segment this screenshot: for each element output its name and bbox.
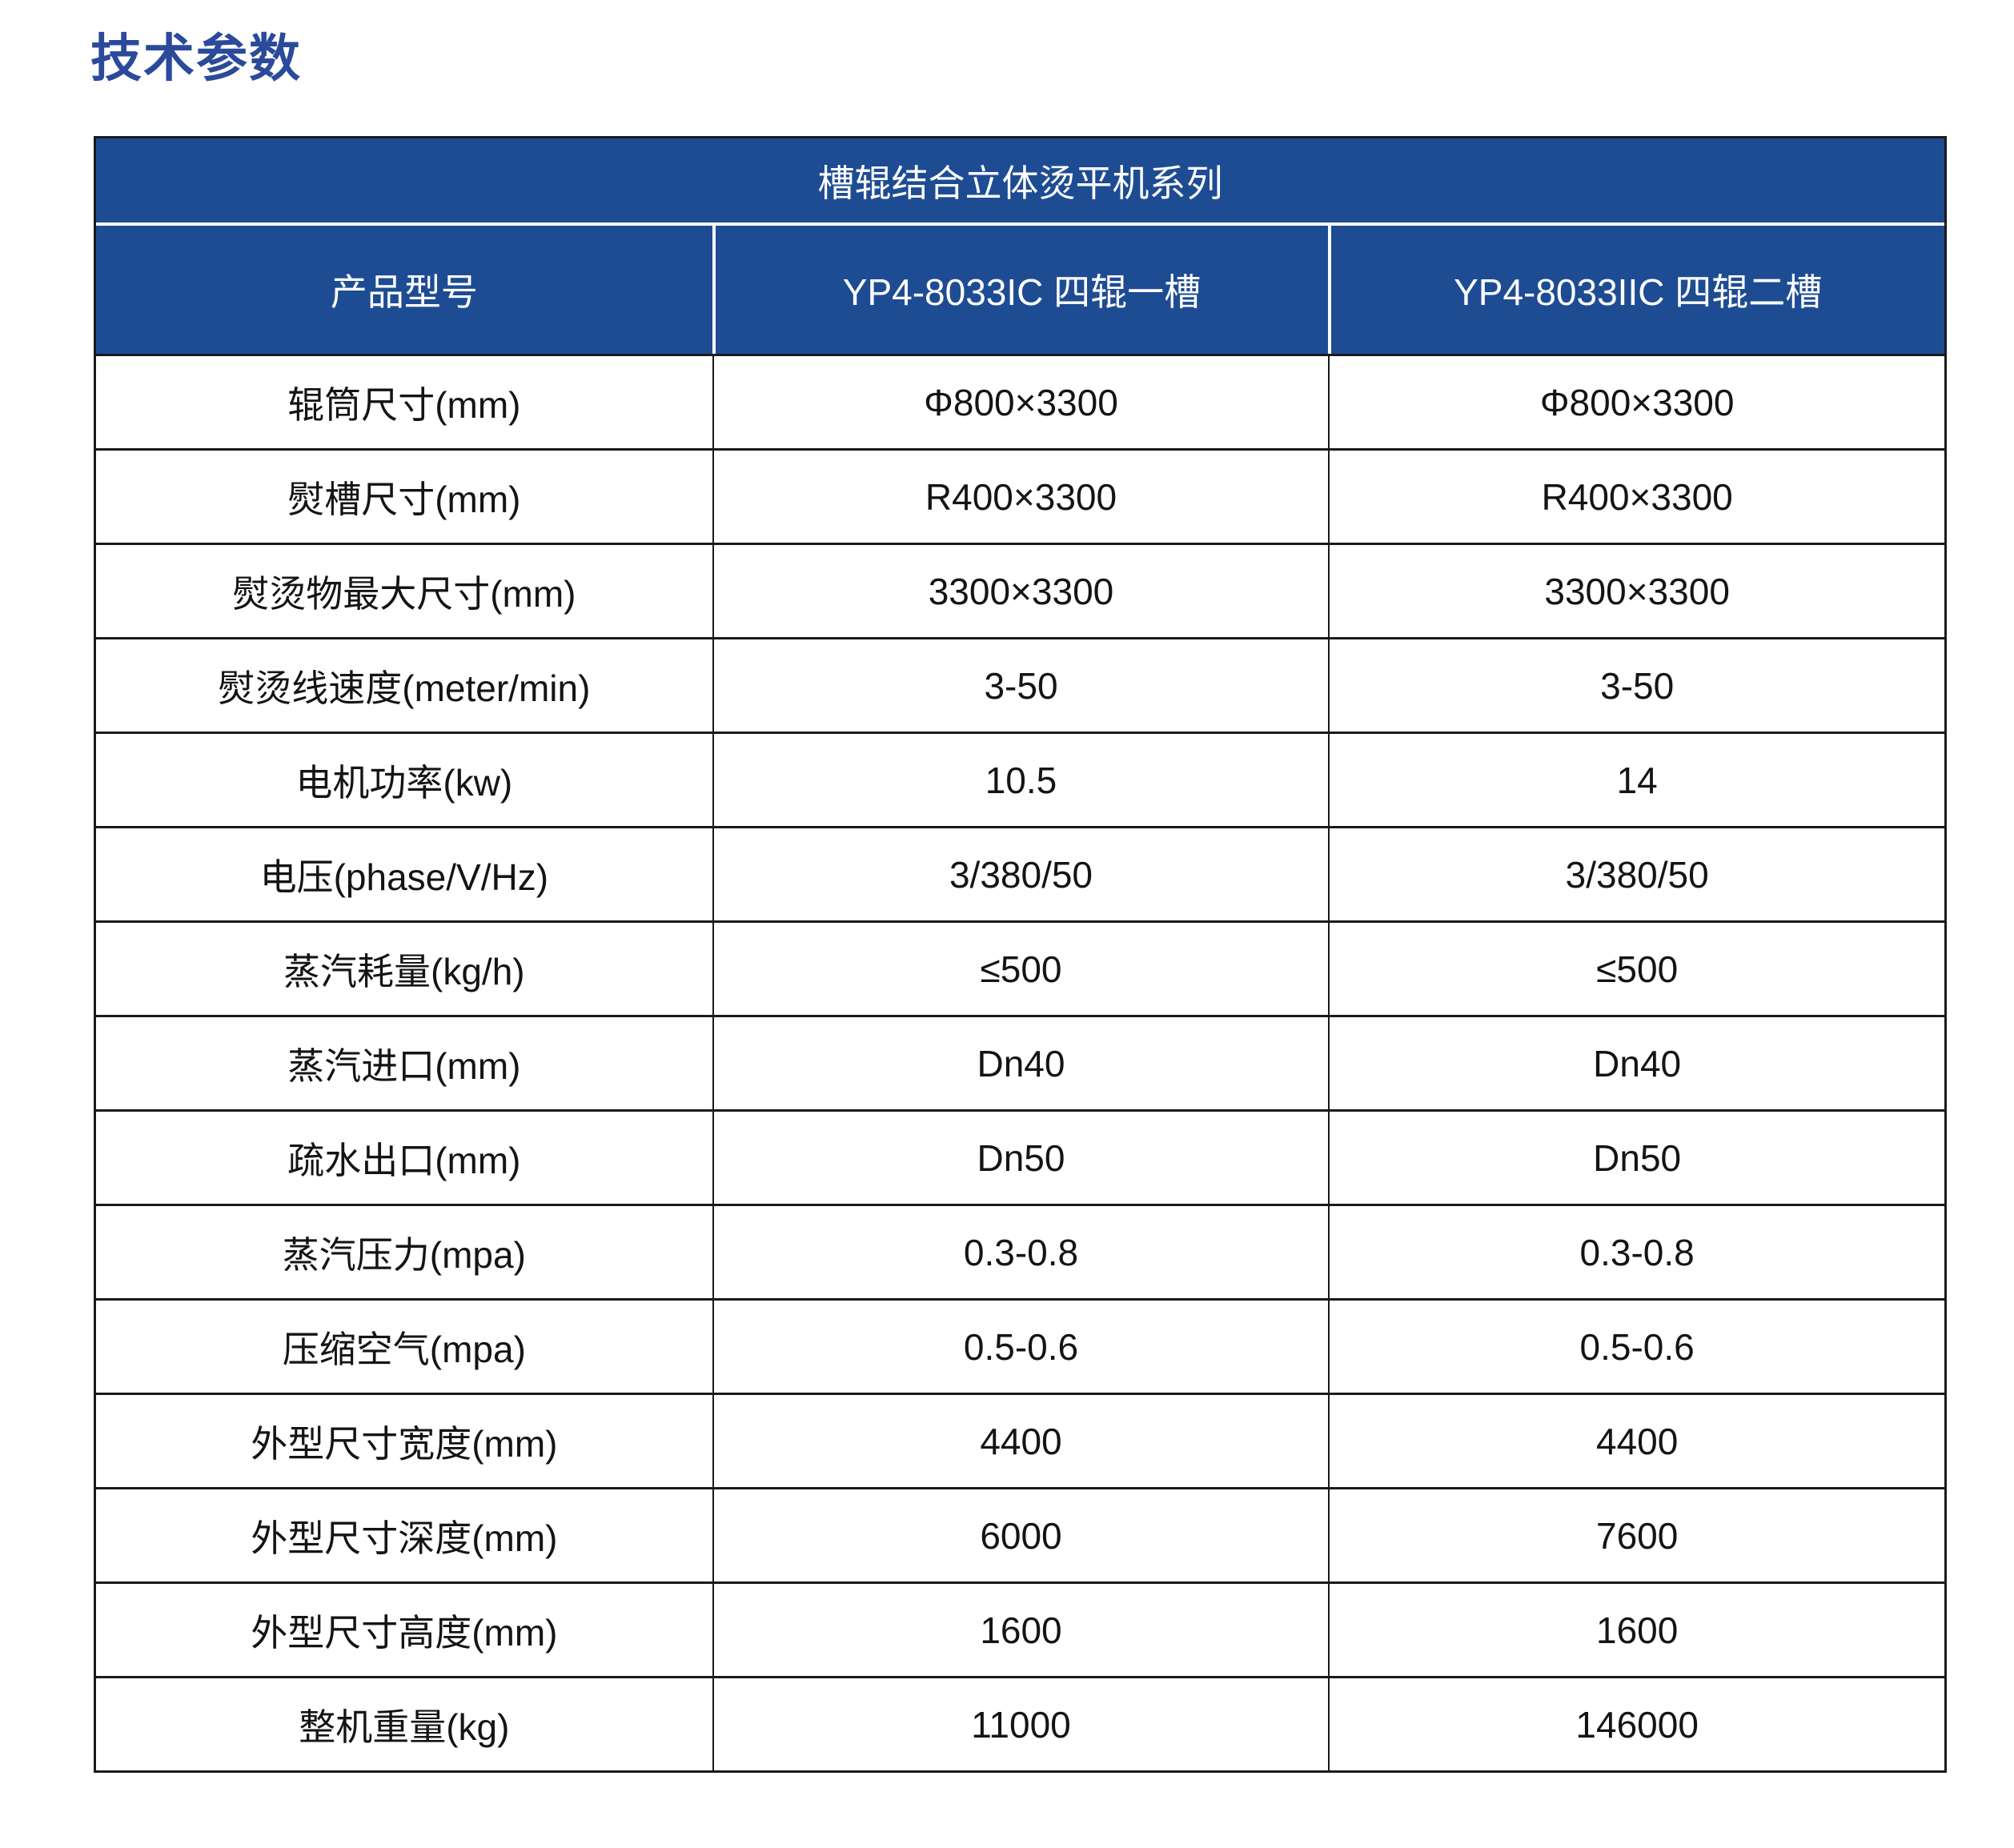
- spec-value-cell-1: 3-50: [712, 639, 1329, 732]
- column-header-model-1: YP4-8033IC 四辊一槽: [712, 226, 1329, 354]
- spec-label-cell: 蒸汽进口(mm): [96, 1017, 712, 1109]
- spec-value-cell-2: 3/380/50: [1328, 828, 1944, 920]
- spec-label-cell: 外型尺寸高度(mm): [96, 1584, 712, 1676]
- spec-label-cell: 电压(phase/V/Hz): [96, 828, 712, 920]
- spec-label-cell: 蒸汽压力(mpa): [96, 1206, 712, 1298]
- spec-value-cell-2: 14: [1328, 734, 1944, 826]
- spec-row: 蒸汽进口(mm) Dn40 Dn40: [96, 1017, 1944, 1112]
- spec-row: 电压(phase/V/Hz) 3/380/50 3/380/50: [96, 828, 1944, 923]
- spec-value-cell-1: 10.5: [712, 734, 1329, 826]
- spec-label-cell: 熨烫线速度(meter/min): [96, 639, 712, 732]
- spec-value-cell-1: Dn50: [712, 1112, 1329, 1204]
- spec-row: 熨槽尺寸(mm) R400×3300 R400×3300: [96, 451, 1944, 545]
- spec-row: 整机重量(kg) 11000 146000: [96, 1678, 1944, 1770]
- column-header-product-model: 产品型号: [96, 226, 712, 354]
- spec-label-cell: 辊筒尺寸(mm): [96, 356, 712, 448]
- spec-label-cell: 外型尺寸深度(mm): [96, 1489, 712, 1581]
- spec-value-cell-1: 0.3-0.8: [712, 1206, 1329, 1298]
- spec-label-cell: 整机重量(kg): [96, 1678, 712, 1770]
- spec-value-cell-2: 4400: [1328, 1395, 1944, 1487]
- spec-row: 外型尺寸深度(mm) 6000 7600: [96, 1489, 1944, 1584]
- spec-table: 槽辊结合立体烫平机系列 产品型号 YP4-8033IC 四辊一槽 YP4-803…: [94, 136, 1947, 1773]
- spec-row: 熨烫线速度(meter/min) 3-50 3-50: [96, 639, 1944, 734]
- spec-row: 疏水出口(mm) Dn50 Dn50: [96, 1112, 1944, 1206]
- spec-value-cell-2: R400×3300: [1328, 451, 1944, 543]
- series-header: 槽辊结合立体烫平机系列: [96, 138, 1944, 226]
- spec-label-cell: 电机功率(kw): [96, 734, 712, 826]
- spec-label-cell: 熨烫物最大尺寸(mm): [96, 545, 712, 637]
- model-header-row: 产品型号 YP4-8033IC 四辊一槽 YP4-8033IIC 四辊二槽: [96, 226, 1944, 356]
- spec-row: 蒸汽耗量(kg/h) ≤500 ≤500: [96, 923, 1944, 1017]
- spec-value-cell-1: 11000: [712, 1678, 1329, 1770]
- spec-value-cell-2: Dn40: [1328, 1017, 1944, 1109]
- spec-value-cell-2: 3300×3300: [1328, 545, 1944, 637]
- spec-value-cell-2: 146000: [1328, 1678, 1944, 1770]
- column-header-model-2: YP4-8033IIC 四辊二槽: [1328, 226, 1944, 354]
- spec-value-cell-2: 0.3-0.8: [1328, 1206, 1944, 1298]
- spec-row: 辊筒尺寸(mm) Φ800×3300 Φ800×3300: [96, 356, 1944, 451]
- spec-value-cell-1: 6000: [712, 1489, 1329, 1581]
- spec-value-cell-1: 0.5-0.6: [712, 1301, 1329, 1393]
- spec-row: 外型尺寸高度(mm) 1600 1600: [96, 1584, 1944, 1678]
- spec-row: 压缩空气(mpa) 0.5-0.6 0.5-0.6: [96, 1301, 1944, 1395]
- spec-value-cell-2: 1600: [1328, 1584, 1944, 1676]
- spec-value-cell-2: 7600: [1328, 1489, 1944, 1581]
- page-title: 技术参数: [90, 30, 302, 87]
- spec-row: 熨烫物最大尺寸(mm) 3300×3300 3300×3300: [96, 545, 1944, 639]
- table-body: 辊筒尺寸(mm) Φ800×3300 Φ800×3300 熨槽尺寸(mm) R4…: [96, 356, 1944, 1770]
- spec-value-cell-1: ≤500: [712, 923, 1329, 1015]
- spec-row: 蒸汽压力(mpa) 0.3-0.8 0.3-0.8: [96, 1206, 1944, 1301]
- spec-value-cell-1: 1600: [712, 1584, 1329, 1676]
- spec-row: 外型尺寸宽度(mm) 4400 4400: [96, 1395, 1944, 1489]
- spec-label-cell: 外型尺寸宽度(mm): [96, 1395, 712, 1487]
- spec-label-cell: 蒸汽耗量(kg/h): [96, 923, 712, 1015]
- spec-value-cell-1: 3300×3300: [712, 545, 1329, 637]
- spec-value-cell-1: R400×3300: [712, 451, 1329, 543]
- spec-value-cell-2: 0.5-0.6: [1328, 1301, 1944, 1393]
- spec-label-cell: 疏水出口(mm): [96, 1112, 712, 1204]
- spec-value-cell-2: Φ800×3300: [1328, 356, 1944, 448]
- spec-value-cell-1: Dn40: [712, 1017, 1329, 1109]
- spec-value-cell-2: ≤500: [1328, 923, 1944, 1015]
- spec-value-cell-1: Φ800×3300: [712, 356, 1329, 448]
- spec-value-cell-2: 3-50: [1328, 639, 1944, 732]
- spec-label-cell: 熨槽尺寸(mm): [96, 451, 712, 543]
- spec-value-cell-1: 4400: [712, 1395, 1329, 1487]
- spec-value-cell-1: 3/380/50: [712, 828, 1329, 920]
- spec-value-cell-2: Dn50: [1328, 1112, 1944, 1204]
- spec-label-cell: 压缩空气(mpa): [96, 1301, 712, 1393]
- spec-row: 电机功率(kw) 10.5 14: [96, 734, 1944, 828]
